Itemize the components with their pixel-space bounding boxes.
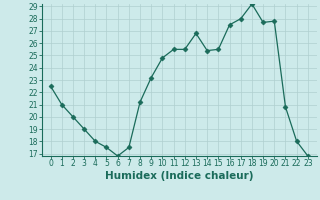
X-axis label: Humidex (Indice chaleur): Humidex (Indice chaleur) <box>105 171 253 181</box>
